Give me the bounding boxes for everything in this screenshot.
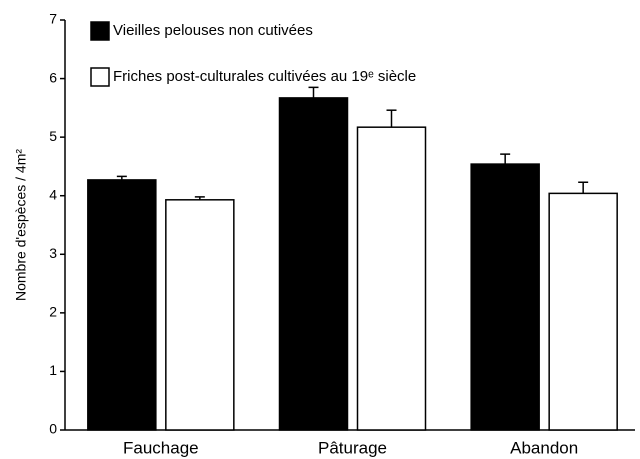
y-tick-label: 7 — [49, 11, 57, 27]
y-tick-label: 6 — [49, 69, 57, 85]
x-tick-label: Pâturage — [318, 438, 387, 457]
y-tick-label: 2 — [49, 304, 57, 320]
bar — [548, 192, 618, 431]
bar — [87, 179, 157, 431]
y-tick-label: 3 — [49, 245, 57, 261]
y-axis-label: Nombre d'espèces / 4m² — [13, 149, 29, 301]
bar — [356, 126, 427, 431]
legend-swatch — [90, 21, 110, 41]
y-tick-label: 0 — [49, 421, 57, 437]
y-tick-label: 5 — [49, 128, 57, 144]
bar — [165, 199, 235, 431]
x-tick-label: Abandon — [510, 438, 578, 457]
legend-swatch — [90, 67, 110, 87]
legend-label: Vieilles pelouses non cutivées — [113, 22, 313, 39]
bar — [278, 97, 349, 431]
y-tick-label: 1 — [49, 362, 57, 378]
x-tick-label: Fauchage — [123, 438, 199, 457]
legend-label: Friches post-culturales cultivées au 19ᵉ… — [113, 68, 416, 85]
y-tick-label: 4 — [49, 186, 57, 202]
bar — [470, 163, 540, 431]
